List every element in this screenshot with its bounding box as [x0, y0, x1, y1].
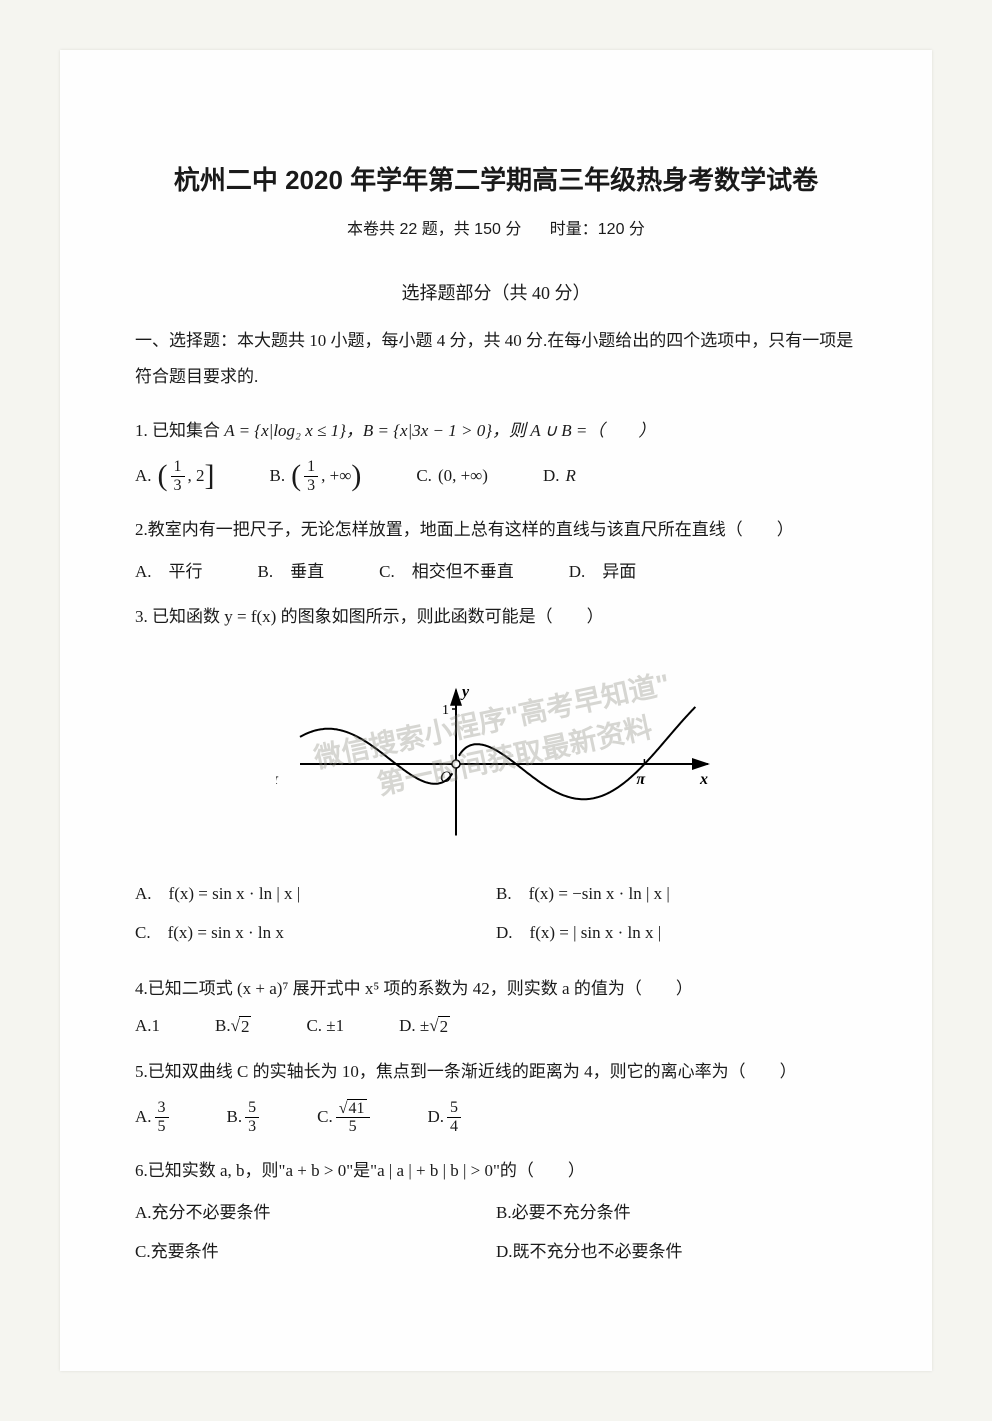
subtitle-part1: 本卷共 22 题，共 150 分: [347, 221, 521, 238]
subtitle-part2: 时量：120 分: [550, 221, 645, 238]
q4-optB: B.2: [215, 1016, 251, 1037]
q1-options: A. ( 1 3 , 2 ] B. ( 1 3 , +∞ ) C. (0, +∞…: [135, 458, 857, 494]
q4-optC: C. ±1: [306, 1016, 344, 1037]
svg-text:y: y: [460, 683, 470, 700]
q2-optC: C. 相交但不垂直: [379, 557, 514, 582]
q4-text: 4.已知二项式 (x + a)⁷ 展开式中 x⁵ 项的系数为 42，则实数 a …: [135, 972, 857, 1006]
q1-optC: C. (0, +∞): [416, 458, 488, 494]
q6-optA: A.充分不必要条件: [135, 1198, 496, 1223]
q3-optD: D. f(x) = | sin x · ln x |: [496, 918, 857, 943]
q6-optB: B.必要不充分条件: [496, 1198, 857, 1223]
q5-optD: D. 54: [428, 1099, 465, 1136]
svg-text:x: x: [699, 771, 708, 788]
q3-options: A. f(x) = sin x · ln | x | B. f(x) = −si…: [135, 879, 857, 957]
q6-optD: D.既不充分也不必要条件: [496, 1237, 857, 1262]
q1-text: 1. 已知集合 A = {x|log₂ x ≤ 1}，B = {x|3x − 1…: [135, 414, 857, 448]
exam-page: 杭州二中 2020 年学年第二学期高三年级热身考数学试卷 本卷共 22 题，共 …: [60, 50, 932, 1371]
q3-text: 3. 已知函数 y = f(x) 的图象如图所示，则此函数可能是（ ）: [135, 600, 857, 634]
q2-optA: A. 平行: [135, 557, 203, 582]
q2-options: A. 平行 B. 垂直 C. 相交但不垂直 D. 异面: [135, 557, 857, 582]
svg-text:1: 1: [442, 703, 449, 718]
svg-text:−π: −π: [276, 771, 279, 788]
q5-optA: A. 35: [135, 1099, 172, 1136]
q3-optC: C. f(x) = sin x · ln x: [135, 918, 496, 943]
q1-optD: D. R: [543, 458, 576, 494]
page-title: 杭州二中 2020 年学年第二学期高三年级热身考数学试卷: [135, 160, 857, 197]
q5-optB: B. 53: [227, 1099, 263, 1136]
q1-optA: A. ( 1 3 , 2 ]: [135, 458, 215, 494]
q4-options: A.1 B.2 C. ±1 D. ±2: [135, 1016, 857, 1037]
q3-optB: B. f(x) = −sin x · ln | x |: [496, 879, 857, 904]
q5-options: A. 35 B. 53 C. 415 D. 54: [135, 1099, 857, 1136]
section-header: 选择题部分（共 40 分）: [135, 279, 857, 305]
q1-optB: B. ( 1 3 , +∞ ): [270, 458, 362, 494]
function-chart: O 1y x −π π: [276, 654, 716, 854]
q2-optB: B. 垂直: [258, 557, 325, 582]
q6-options: A.充分不必要条件 B.必要不充分条件 C.充要条件 D.既不充分也不必要条件: [135, 1198, 857, 1276]
q5-text: 5.已知双曲线 C 的实轴长为 10，焦点到一条渐近线的距离为 4，则它的离心率…: [135, 1055, 857, 1089]
q3-graph: 微信搜索小程序"高考早知道" 第一时间获取最新资料 O1yx−ππ: [135, 654, 857, 859]
svg-text:π: π: [636, 771, 646, 788]
q2-optD: D. 异面: [569, 557, 637, 582]
q3-optA: A. f(x) = sin x · ln | x |: [135, 879, 496, 904]
q5-optC: C. 415: [317, 1099, 372, 1136]
q6-optC: C.充要条件: [135, 1237, 496, 1262]
instruction: 一、选择题：本大题共 10 小题，每小题 4 分，共 40 分.在每小题给出的四…: [135, 323, 857, 394]
q4-optD: D. ±2: [399, 1016, 450, 1037]
q2-text: 2.教室内有一把尺子，无论怎样放置，地面上总有这样的直线与该直尺所在直线（ ）: [135, 513, 857, 547]
subtitle: 本卷共 22 题，共 150 分 时量：120 分: [135, 215, 857, 239]
q4-optA: A.1: [135, 1016, 160, 1037]
q6-text: 6.已知实数 a, b，则"a + b > 0"是"a | a | + b | …: [135, 1154, 857, 1188]
svg-text:O: O: [440, 769, 452, 786]
